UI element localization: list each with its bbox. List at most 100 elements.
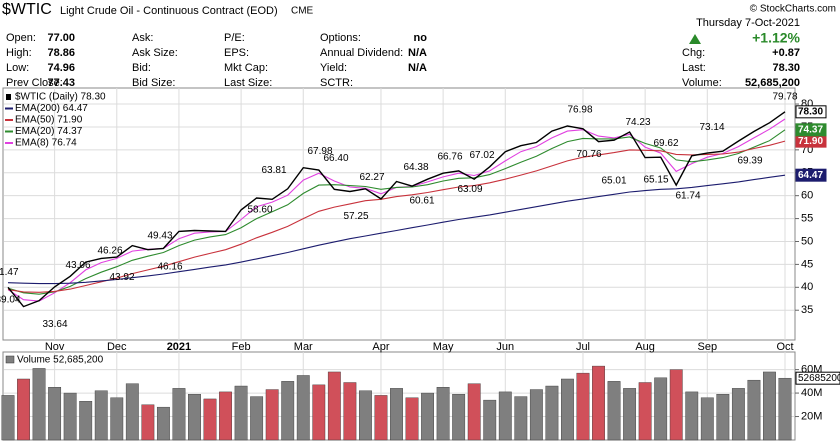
volume-bar xyxy=(747,379,761,441)
volume-bar xyxy=(669,369,683,441)
volume-bar xyxy=(436,387,450,441)
volume-bar xyxy=(592,365,605,441)
volume-bar xyxy=(405,397,419,441)
price-annotation: 65.01 xyxy=(601,175,626,186)
field-value: 77.43 xyxy=(47,77,75,89)
price-annotation: 79.78 xyxy=(772,92,797,103)
volume-bar xyxy=(63,392,77,441)
price-annotation: 63.09 xyxy=(457,184,482,195)
side-label: Volume: xyxy=(682,77,722,89)
volume-bar xyxy=(700,397,714,441)
field-label: Open: xyxy=(6,32,36,44)
symbol: $WTIC xyxy=(2,1,52,18)
volume-bar xyxy=(32,368,46,441)
field-value: N/A xyxy=(408,47,427,59)
volume-bar xyxy=(110,397,124,441)
legend-icon xyxy=(6,94,11,100)
x-tick-label: Feb xyxy=(232,341,251,353)
volume-bar xyxy=(327,371,341,441)
volume-bar xyxy=(296,375,310,441)
field-label: Annual Dividend: xyxy=(320,47,403,59)
field-label: Yield: xyxy=(320,62,347,74)
price-annotation: 74.23 xyxy=(625,117,650,128)
x-tick-label: Sep xyxy=(698,341,718,353)
field-value: no xyxy=(414,32,428,44)
price-annotation: 57.25 xyxy=(343,211,368,222)
volume-bar xyxy=(685,391,699,441)
side-label: Chg: xyxy=(682,47,705,59)
price-line xyxy=(7,111,786,308)
exchange: CME xyxy=(291,6,314,17)
volume-bar xyxy=(265,389,279,441)
y-tick-label: 35 xyxy=(801,304,813,316)
price-annotation: 70.76 xyxy=(576,149,601,160)
price-annotation: 69.62 xyxy=(653,138,678,149)
volume-bar xyxy=(576,372,590,441)
field-label: Prev Close: xyxy=(6,77,63,89)
x-tick-label: May xyxy=(433,341,454,353)
price-annotation: 46.16 xyxy=(157,262,182,273)
y-tick-label: 40M xyxy=(801,387,822,399)
price-line xyxy=(7,129,786,295)
field-label: Mkt Cap: xyxy=(224,62,268,74)
side-label: Last: xyxy=(682,62,706,74)
field-value: 78.86 xyxy=(47,47,75,59)
up-arrow xyxy=(689,34,701,44)
y-tick-label: 55 xyxy=(801,212,813,224)
field-label: P/E: xyxy=(224,32,245,44)
volume-bar xyxy=(17,378,30,441)
quote-date: Thursday 7-Oct-2021 xyxy=(696,17,800,29)
instrument-name: Light Crude Oil - Continuous Contract (E… xyxy=(60,5,278,17)
volume-bar xyxy=(561,378,574,441)
price-annotation: 61.74 xyxy=(675,190,700,201)
volume-bar xyxy=(312,384,326,441)
volume-bar xyxy=(607,381,621,441)
volume-bar xyxy=(421,392,434,441)
price-annotation: 65.15 xyxy=(643,175,668,186)
x-tick-label: Aug xyxy=(635,341,655,353)
field-label: Ask Size: xyxy=(132,47,178,59)
price-annotation: 43.06 xyxy=(65,260,90,271)
side-value: 52,685,200 xyxy=(745,77,800,89)
volume-bar xyxy=(467,383,481,441)
field-value: 77.00 xyxy=(47,32,75,44)
volume-bar xyxy=(638,382,652,441)
last-value-box xyxy=(795,168,827,182)
field-label: Options: xyxy=(320,32,361,44)
volume-bar xyxy=(188,394,201,441)
x-tick-label: Jul xyxy=(576,341,590,353)
price-annotation: 39.04 xyxy=(0,294,21,305)
field-value: N/A xyxy=(408,62,427,74)
price-annotation: 33.64 xyxy=(42,319,67,330)
volume-bar xyxy=(731,388,745,441)
price-annotation: 63.81 xyxy=(261,165,286,176)
volume-bar xyxy=(250,396,264,441)
side-value: 78.30 xyxy=(772,62,800,74)
side-value: +0.87 xyxy=(772,47,800,59)
price-annotation: 58.60 xyxy=(247,205,272,216)
field-label: EPS: xyxy=(224,47,249,59)
volume-bar xyxy=(374,395,388,441)
volume-bar xyxy=(390,388,403,441)
volume-bar xyxy=(94,390,108,441)
x-tick-label: Jun xyxy=(496,341,514,353)
price-annotation: 49.43 xyxy=(147,231,172,242)
field-label: Bid: xyxy=(132,62,151,74)
volume-bar xyxy=(48,387,62,441)
legend-label: EMA(200) 64.47 xyxy=(15,103,88,114)
y-tick-label: 45 xyxy=(801,258,813,270)
price-annotation: 43.92 xyxy=(109,272,134,283)
field-label: Low: xyxy=(6,62,29,74)
price-annotation: 62.27 xyxy=(359,172,384,183)
price-line xyxy=(7,140,786,293)
field-label: Last Size: xyxy=(224,77,272,89)
volume-title: Volume 52,685,200 xyxy=(17,355,104,366)
price-line xyxy=(7,174,786,285)
last-value-box xyxy=(795,371,840,385)
x-tick-label: Mar xyxy=(294,341,313,353)
field-label: Bid Size: xyxy=(132,77,175,89)
price-annotation: 41.47 xyxy=(0,267,19,278)
volume-bar xyxy=(716,394,730,441)
volume-bar xyxy=(172,388,186,441)
